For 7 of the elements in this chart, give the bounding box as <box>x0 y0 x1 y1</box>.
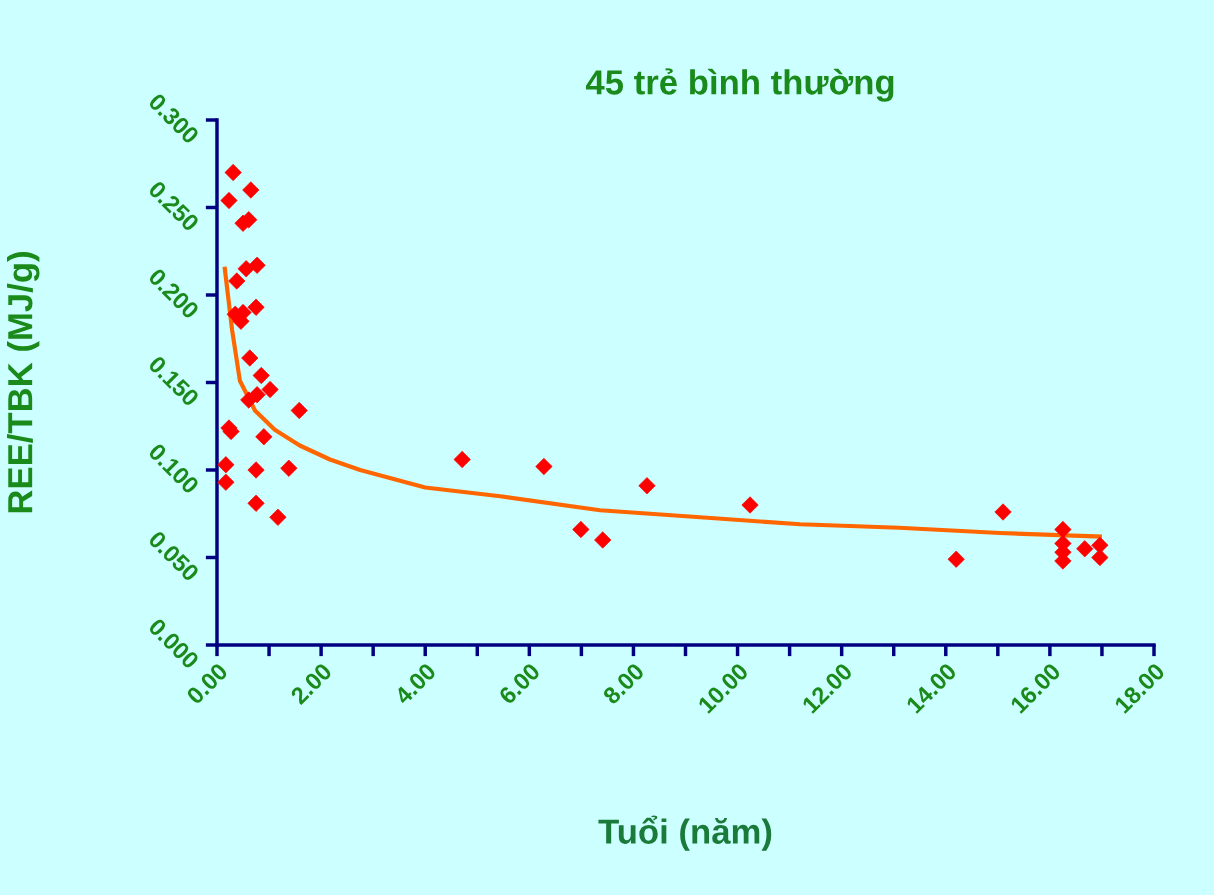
x-axis-title: Tuổi (năm) <box>598 815 772 851</box>
x-tick-label: 8.00 <box>601 662 646 706</box>
point <box>241 349 259 367</box>
x-tick-label: 4.00 <box>393 662 437 706</box>
y-axis-title: REE/TBK (MJ/g) <box>7 252 40 513</box>
x-tick-label: 6.00 <box>497 662 541 706</box>
chart-title: 45 trẻ bình thường <box>585 68 894 102</box>
